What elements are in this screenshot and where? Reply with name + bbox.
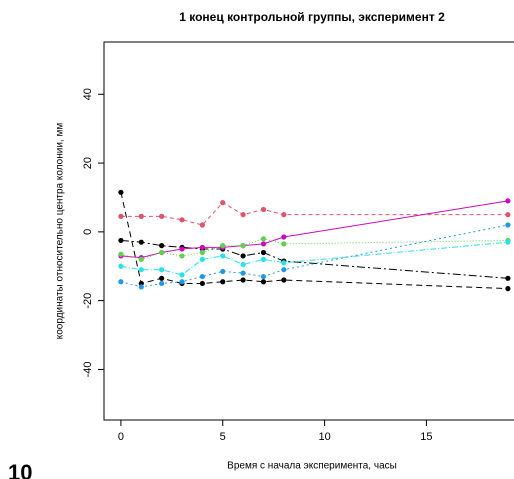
data-point [260,256,267,262]
data-point [199,273,205,280]
data-point [505,275,511,281]
data-point [138,267,144,273]
x-tick-label: 5 [220,431,226,443]
data-point [199,244,205,250]
data-point [220,253,226,259]
series-line [120,192,508,290]
data-point [240,277,246,283]
data-point [199,280,205,287]
data-point [159,249,165,256]
series-line [120,200,508,259]
y-axis-label: координаты относительно центра колонии, … [55,123,66,340]
data-point [138,256,144,262]
data-point [118,263,124,269]
data-point [118,237,124,244]
data-point [159,267,165,273]
data-point [260,249,267,256]
series-line [120,238,508,260]
data-point [281,267,287,273]
series-line [120,201,508,226]
data-point [260,279,267,285]
x-tick-label: 15 [420,431,432,443]
data-point [281,241,287,247]
data-point [240,243,246,249]
data-point [159,243,165,249]
data-point [220,279,226,285]
data-point [199,222,205,228]
y-tick-label: -20 [82,293,94,309]
corner-label: 10 [8,460,32,479]
data-point [505,286,511,292]
data-point [505,198,511,204]
series-line [120,224,508,288]
data-point [179,272,185,278]
data-point [281,212,287,218]
y-tick-label: 40 [82,88,94,100]
y-tick-label: 0 [82,229,94,235]
data-point [505,222,511,228]
data-point [220,243,226,249]
data-point [505,239,511,245]
series-line [120,239,508,279]
data-point [138,239,144,245]
data-point [260,273,267,280]
data-point [179,253,185,259]
x-tick-label: 0 [118,431,124,443]
data-point [240,253,246,259]
data-point [118,251,124,257]
data-point [220,268,226,275]
data-point [179,279,185,285]
y-tick-label: 20 [82,157,94,169]
data-point [240,270,246,276]
data-point [159,213,165,219]
x-axis-label: Время с начала эксперимента, часы [227,461,397,472]
series-line [120,241,508,276]
data-point [118,213,124,219]
data-point [179,217,185,223]
data-point [281,260,287,266]
plot-box [103,41,514,421]
x-tick-label: 10 [318,431,330,443]
data-point [138,213,144,219]
data-point [118,189,124,195]
data-point [159,275,165,281]
data-point [260,241,267,247]
data-point [220,200,226,206]
data-point [159,280,165,287]
data-point [240,261,246,268]
data-point [179,246,185,252]
data-point [240,212,246,218]
chart-title: 1 конец контрольной группы, эксперимент … [179,10,445,24]
data-point [260,206,267,213]
data-point [199,256,205,262]
data-point [199,249,205,256]
data-point [281,277,287,283]
data-point [138,284,144,290]
y-tick-label: -40 [82,361,94,377]
data-point [118,279,124,285]
data-point [505,212,511,218]
data-point [260,236,267,242]
data-point [281,234,287,240]
